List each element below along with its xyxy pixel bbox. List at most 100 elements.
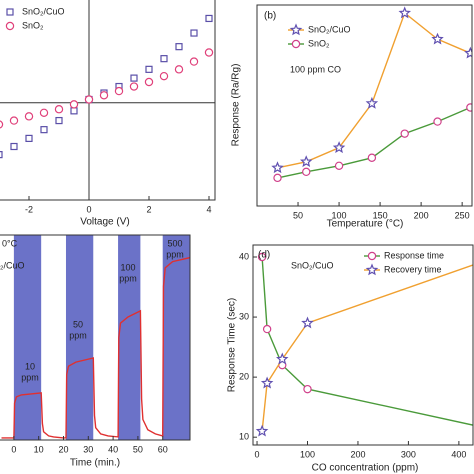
x-tick-label: 200 [414, 210, 429, 220]
marker-circle [466, 103, 472, 112]
x-tick-label: 100 [332, 210, 347, 220]
marker-star [255, 424, 269, 437]
marker-star [271, 161, 284, 174]
marker-circle [334, 161, 344, 170]
x-tick-label: 150 [373, 210, 388, 220]
pulse-label: ppm [21, 372, 39, 382]
x-tick-label: 0 [255, 449, 260, 459]
x-tick-label: 300 [401, 449, 416, 459]
series-line [261, 264, 473, 432]
legend-label: Recovery time [384, 264, 442, 274]
marker-circle [99, 91, 109, 100]
marker-circle [84, 95, 94, 104]
marker-star [398, 6, 412, 19]
marker-star [431, 32, 444, 45]
x-tick-label: 100 [300, 449, 315, 459]
marker-star [260, 376, 274, 389]
gas-on-band [13, 235, 42, 440]
marker-circle [0, 120, 4, 129]
legend-label: SnO₂ [22, 20, 44, 30]
marker-circle [273, 173, 282, 183]
pulse-label: 100 [120, 262, 135, 272]
x-tick-label: 50 [133, 444, 143, 454]
marker-circle [9, 116, 19, 125]
marker-circle [5, 21, 15, 31]
marker-square [175, 43, 183, 51]
series-line [1, 256, 190, 439]
gas-on-band [118, 235, 141, 440]
marker-circle [367, 251, 377, 261]
marker-star [464, 46, 472, 59]
annotation: SnO₂/CuO [291, 260, 334, 270]
x-tick-label: 4 [206, 204, 211, 214]
y-axis-label: Response Time (sec) [227, 298, 238, 392]
plot-area [255, 252, 473, 437]
marker-circle [54, 105, 64, 114]
gas-on-band [65, 235, 94, 440]
y-axis-label: Response (Ra/Rg) [231, 64, 242, 147]
marker-star [276, 352, 289, 365]
marker-star [289, 23, 303, 36]
marker-circle [144, 77, 154, 87]
pulse-label: ppm [119, 273, 137, 283]
marker-square [55, 116, 63, 125]
frame [0, 0, 216, 201]
marker-square [205, 14, 213, 23]
pulse-label: 10 [25, 361, 35, 371]
plot-area [0, 0, 215, 200]
x-tick-label: 40 [108, 444, 118, 454]
annotation: 0°C [2, 238, 18, 248]
marker-star [365, 96, 379, 109]
marker-circle [400, 129, 409, 138]
x-tick-label: 400 [451, 449, 466, 459]
series-line [261, 256, 473, 426]
x-tick-label: 50 [293, 210, 303, 220]
x-tick-label: 60 [158, 444, 168, 454]
marker-circle [204, 48, 214, 57]
marker-circle [129, 82, 139, 91]
pulse-label: 500 [167, 238, 182, 248]
marker-circle [262, 324, 272, 334]
x-tick-label: 2 [146, 204, 151, 214]
x-tick-label: 10 [34, 444, 44, 454]
marker-circle [303, 384, 312, 394]
legend-label: Response time [384, 250, 444, 260]
pulse-label: ppm [166, 249, 184, 259]
annotation: 100 ppm CO [290, 64, 341, 74]
x-axis-label: Temperature (°C) [327, 219, 404, 230]
x-tick-label: -2 [25, 204, 33, 214]
marker-square [145, 65, 153, 73]
frame [252, 244, 474, 446]
marker-circle [114, 86, 124, 96]
marker-circle [302, 167, 311, 177]
annotation: ₂/CuO [0, 260, 25, 270]
pulse-label: 50 [73, 319, 83, 329]
marker-square [70, 107, 78, 115]
x-tick-label: 0 [11, 444, 16, 454]
marker-square [40, 126, 48, 134]
marker-circle [69, 100, 79, 109]
marker-star [301, 316, 314, 329]
x-axis-label: Voltage (V) [80, 217, 129, 228]
marker-star [300, 155, 313, 168]
series-line [277, 11, 471, 169]
x-tick-label: 30 [83, 444, 93, 454]
marker-circle [257, 252, 267, 262]
x-axis-label: Time (min.) [70, 458, 120, 469]
marker-square [160, 55, 168, 63]
frame [0, 234, 191, 441]
x-tick-label: 250 [455, 210, 470, 220]
plot-area [271, 6, 472, 183]
y-tick-label: 30 [239, 311, 249, 321]
marker-square [6, 8, 14, 16]
marker-square [10, 142, 18, 151]
x-axis-label: CO concentration (ppm) [312, 463, 419, 474]
x-tick-label: 20 [58, 444, 68, 454]
marker-circle [159, 71, 169, 81]
marker-circle [189, 57, 199, 66]
marker-circle [39, 108, 49, 117]
marker-square [0, 151, 3, 159]
y-tick-label: 20 [239, 372, 249, 382]
